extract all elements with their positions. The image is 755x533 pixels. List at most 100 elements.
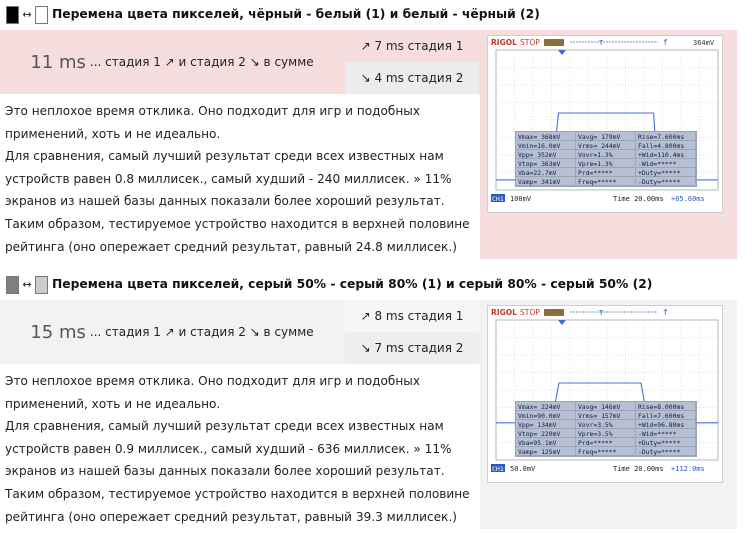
description-text: Это неплохое время отклика. Оно подходит… — [0, 94, 480, 259]
measurement-value: Freq=***** — [578, 448, 617, 456]
measurement-cell — [576, 141, 635, 149]
swap-arrow-icon: ↔ — [22, 278, 32, 291]
swatch-to — [35, 6, 48, 24]
measurement-cell — [576, 447, 635, 455]
measurement-value: Vpp= 134mV — [518, 421, 557, 429]
total-response: 11 ms ... стадия 1 ↗ и стадия 2 ↘ в сумм… — [1, 30, 343, 94]
description-line: применений, хоть и не идеально. — [5, 396, 221, 411]
measurement-cell — [576, 429, 635, 437]
description-text: Это неплохое время отклика. Оно подходит… — [0, 364, 480, 529]
measurement-value: Vpre=1.3% — [578, 160, 613, 168]
stage-rise: ↗ 8 ms стадия 1 — [345, 300, 479, 332]
measurement-cell — [516, 177, 575, 185]
measurement-cell — [516, 429, 575, 437]
swatch-from — [6, 6, 19, 24]
scope-mode: STOP — [520, 308, 540, 317]
measurement-value: Vmin=90.0mV — [518, 412, 560, 420]
measurement-cell — [636, 132, 695, 140]
measurement-value: -Wid=***** — [638, 430, 677, 438]
description-line: Это неплохое время отклика. Оно подходит… — [5, 104, 420, 118]
measurement-cell — [516, 150, 575, 158]
trigger-edge-icon: f — [663, 38, 668, 47]
measurement-value: Rise=7.600ms — [638, 133, 684, 141]
section-header: ↔ Перемена цвета пикселей, чёрный - белы… — [0, 0, 740, 26]
scope-brand: RIGOL — [491, 38, 517, 47]
measurement-cell — [636, 168, 695, 176]
result-panel: 15 ms ... стадия 1 ↗ и стадия 2 ↘ в сумм… — [0, 300, 737, 529]
ch1-label: CH1 — [492, 465, 504, 473]
measurement-cell — [516, 141, 575, 149]
total-ms-value: 15 ms — [30, 321, 86, 343]
trigger-position-marker — [558, 50, 566, 55]
scope-timebase-badge: T — [599, 39, 604, 47]
trigger-offset: +112.0ms — [671, 465, 705, 473]
description-line: применений, хоть и не идеально. — [5, 126, 221, 141]
scope-memory-bar — [544, 309, 564, 316]
measurement-cell — [636, 141, 695, 149]
measurement-value: +Duty=***** — [638, 169, 680, 177]
ch1-badge — [491, 464, 505, 472]
measurement-cell — [636, 420, 695, 428]
measurement-cell — [636, 150, 695, 158]
swatch-to — [35, 276, 48, 294]
measurement-value: Prd=***** — [578, 169, 613, 177]
measurement-cell — [576, 132, 635, 140]
stage-fall: ↘ 4 ms стадия 2 — [345, 62, 479, 94]
measurement-value: +Wid=110.4ms — [638, 151, 684, 159]
measurement-value: Vmin=16.0mV — [518, 142, 560, 150]
measurement-cell — [636, 447, 695, 455]
measurement-value: Vtop= 363mV — [518, 160, 560, 168]
measurement-value: Rise=8.000ms — [638, 403, 684, 411]
measurement-value: Vpre=3.5% — [578, 430, 613, 438]
stage-breakdown: ↗ 8 ms стадия 1 ↘ 7 ms стадия 2 — [345, 300, 479, 364]
measurement-cell — [576, 150, 635, 158]
color-swatch-pair: ↔ — [6, 276, 48, 294]
trigger-position-marker — [558, 320, 566, 325]
trigger-edge-icon: f — [663, 308, 668, 317]
measurement-cell — [636, 177, 695, 185]
description-line: рейтинга (оно опережает средний результа… — [5, 239, 457, 254]
measurement-cell — [636, 411, 695, 419]
measurement-value: -Wid=***** — [638, 160, 677, 168]
measurement-value: Vmax= 368mV — [518, 133, 560, 141]
measurement-value: Prd=***** — [578, 439, 613, 447]
measurement-value: Vavg= 179mV — [578, 133, 620, 141]
measurement-value: Freq=***** — [578, 178, 617, 186]
measurement-value: Fall=4.800ms — [638, 142, 684, 150]
measurement-value: +Duty=***** — [638, 439, 680, 447]
scope-timebase-badge: T — [599, 309, 604, 317]
measurement-value: Vtop= 220mV — [518, 430, 560, 438]
measurement-cell — [636, 159, 695, 167]
channel-marker: 1 — [489, 134, 493, 142]
measurement-value: -Duty=***** — [638, 178, 680, 186]
measurement-value: Vpp= 352mV — [518, 151, 557, 159]
description-line: Для сравнения, самый лучший результат ср… — [5, 149, 444, 164]
description-line: рейтинга (оно опережает средний результа… — [5, 509, 457, 524]
scope-mode: STOP — [520, 38, 540, 47]
measurement-value: Vovr=3.5% — [578, 421, 613, 429]
measurement-value: Vba=22.7mV — [518, 169, 557, 177]
measurement-cell — [516, 132, 575, 140]
description-line: устройств равен 0.9 миллисек., самый худ… — [5, 441, 452, 456]
measurement-value: Vrms= 157mV — [578, 412, 620, 420]
measurement-value: Vamp= 341mV — [518, 178, 560, 186]
ch1-badge — [491, 194, 505, 202]
scope-trig-ch: 1 — [672, 39, 676, 47]
result-panel: 11 ms ... стадия 1 ↗ и стадия 2 ↘ в сумм… — [0, 30, 737, 259]
measurement-cell — [576, 177, 635, 185]
measurement-value: Vovr=1.3% — [578, 151, 613, 159]
measurement-cell — [576, 159, 635, 167]
total-ms-value: 11 ms — [30, 51, 86, 73]
scope-trig-ch: 1 — [672, 309, 676, 317]
total-ms-caption: ... стадия 1 ↗ и стадия 2 ↘ в сумме — [89, 55, 314, 69]
measurement-cell — [576, 402, 635, 410]
description-line: Для сравнения, самый лучший результат ср… — [5, 419, 444, 434]
color-swatch-pair: ↔ — [6, 6, 48, 24]
stage-fall: ↘ 7 ms стадия 2 — [345, 332, 479, 364]
measurement-value: -Duty=***** — [638, 448, 680, 456]
measurement-value: Vmax= 224mV — [518, 403, 560, 411]
scope-brand: RIGOL — [491, 308, 517, 317]
measurement-cell — [576, 420, 635, 428]
measurement-value: Fall=7.600ms — [638, 412, 684, 420]
